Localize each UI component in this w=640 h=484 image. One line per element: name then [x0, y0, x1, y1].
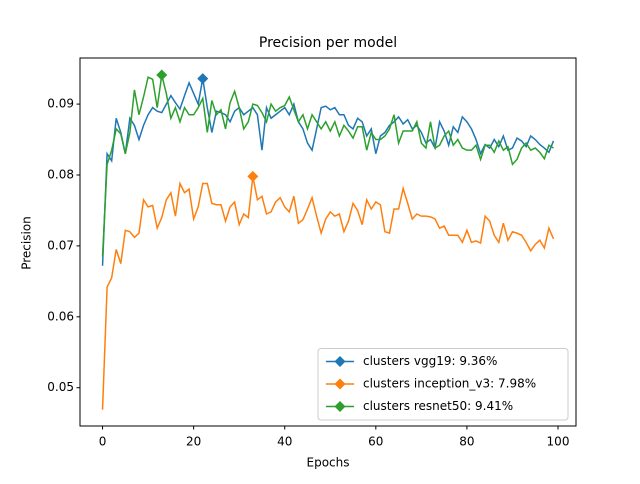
legend-label: clusters inception_v3: 7.98%	[363, 377, 536, 391]
legend-marker	[334, 356, 346, 367]
series-line	[101, 78, 555, 266]
best-marker	[156, 69, 168, 81]
x-tick-label: 20	[186, 435, 201, 449]
legend-label: clusters resnet50: 9.41%	[363, 399, 513, 413]
best-marker	[197, 73, 209, 85]
y-tick-label: 0.07	[47, 238, 74, 252]
legend-marker	[334, 378, 346, 390]
x-tick-label: 100	[547, 435, 570, 449]
y-tick-label: 0.09	[47, 97, 74, 111]
chart-title: Precision per model	[259, 35, 397, 51]
axes-frame	[79, 57, 577, 427]
series-line	[101, 176, 555, 410]
y-tick-label: 0.05	[47, 380, 74, 394]
y-axis-label: Precision	[20, 216, 34, 270]
legend-marker	[334, 401, 346, 412]
legend-label: clusters vgg19: 9.36%	[363, 354, 497, 368]
best-marker	[247, 170, 259, 182]
x-tick-label: 40	[277, 435, 292, 449]
x-tick-label: 80	[459, 435, 474, 449]
x-tick-label: 0	[99, 435, 107, 449]
series-line	[101, 74, 554, 257]
y-tick-label: 0.06	[47, 309, 74, 323]
legend-box	[317, 348, 569, 421]
y-tick-label: 0.08	[47, 167, 74, 181]
x-axis-label: Epochs	[307, 456, 350, 470]
x-tick-label: 60	[368, 435, 383, 449]
